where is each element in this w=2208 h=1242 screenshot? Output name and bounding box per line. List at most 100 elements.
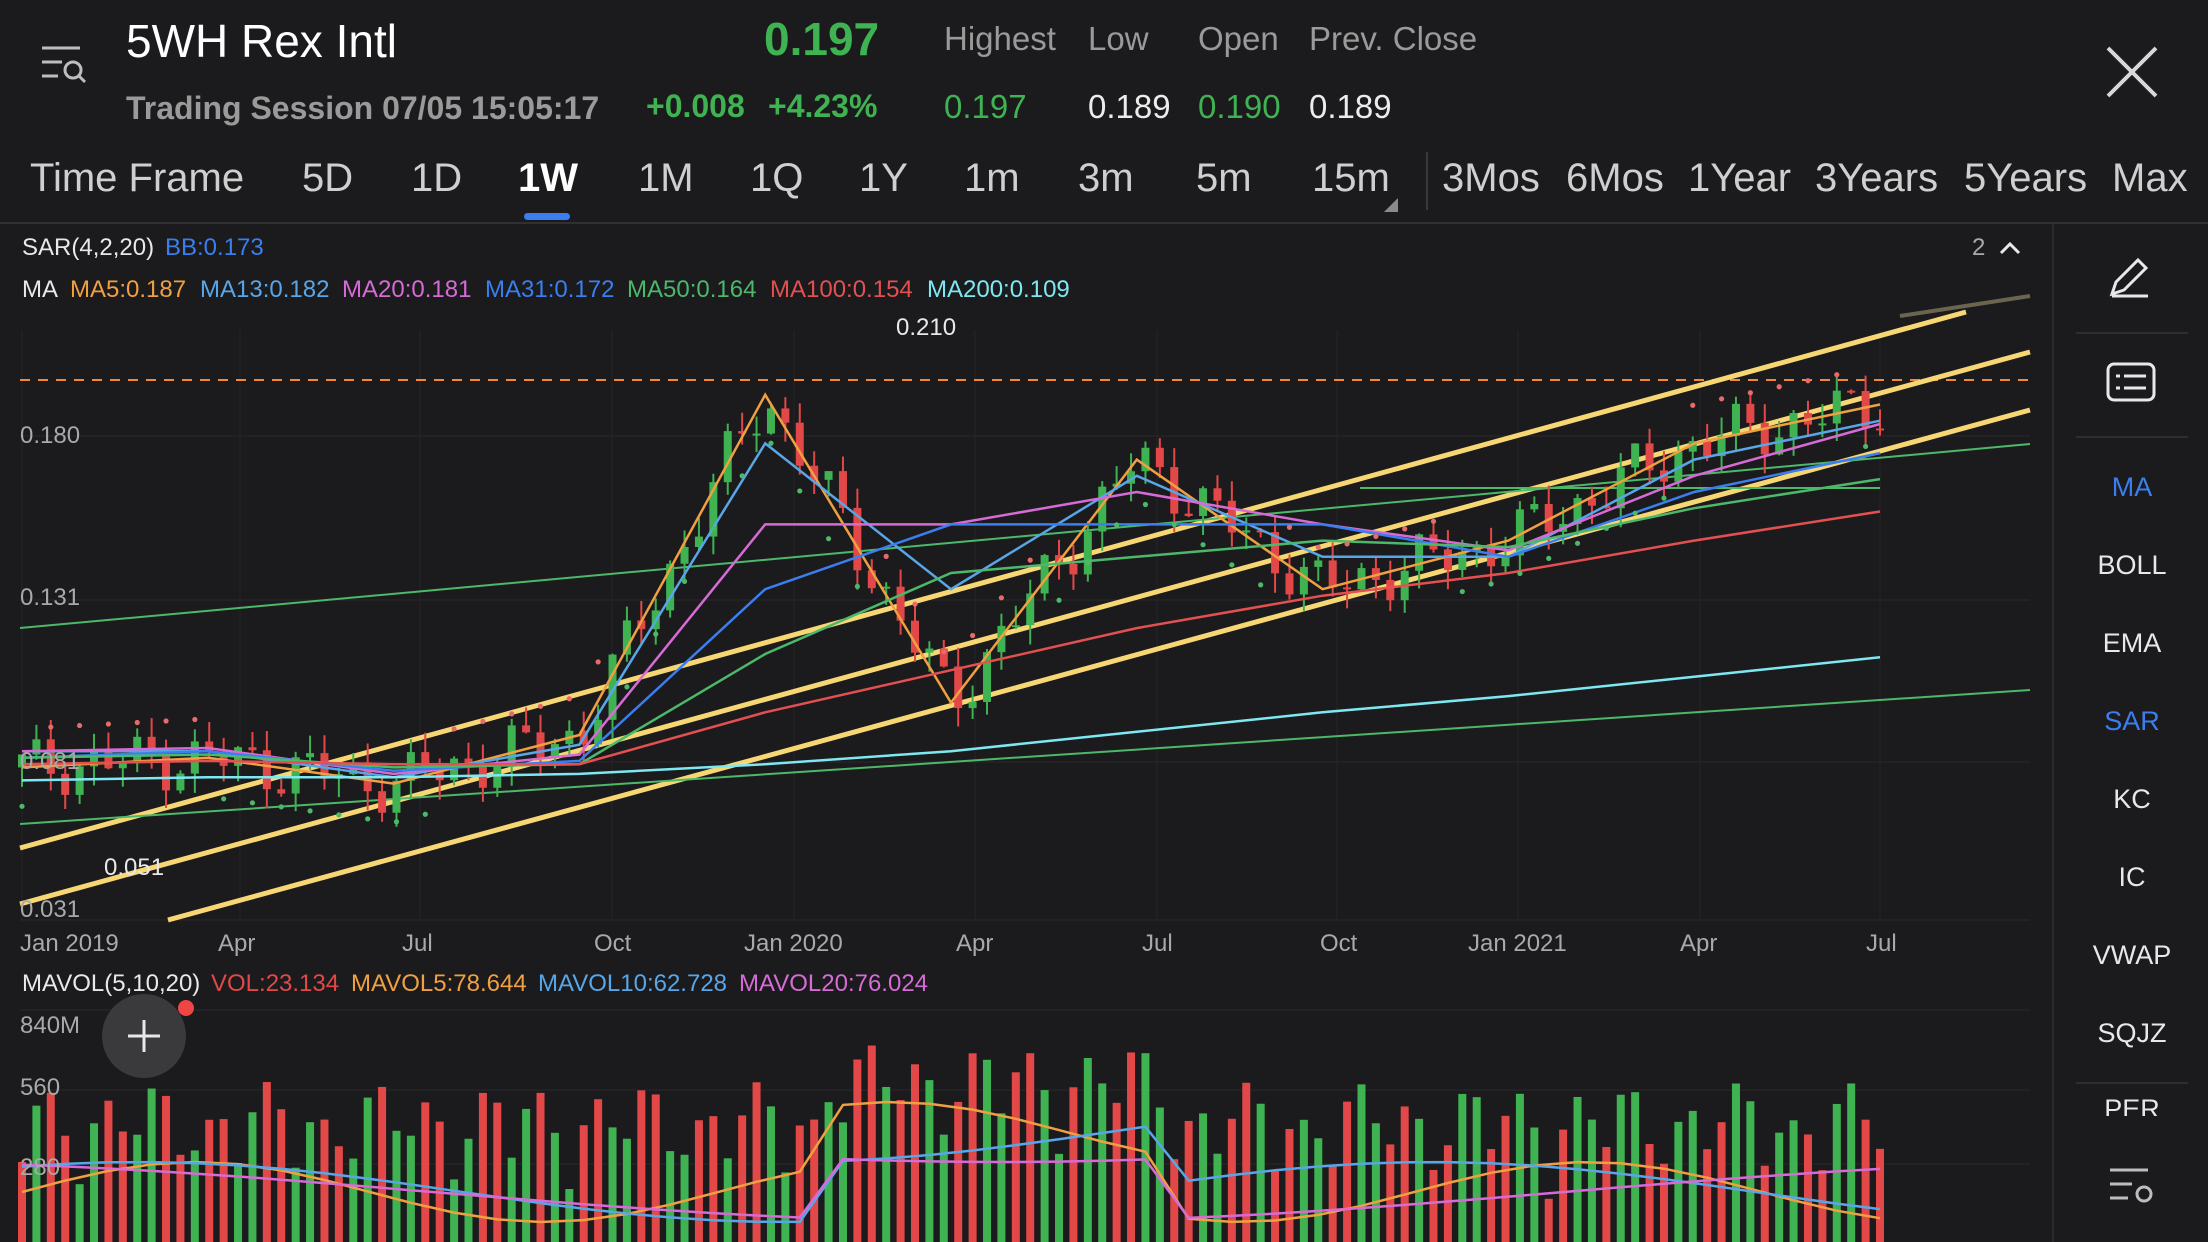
volume-bar <box>637 1090 646 1242</box>
sar-dot <box>797 488 803 494</box>
tab-6mos[interactable]: 6Mos <box>1566 156 1664 200</box>
volume-bar <box>1443 1145 1452 1242</box>
volume-bar <box>435 1121 444 1242</box>
candle-body <box>1587 498 1596 506</box>
volume-bar <box>1587 1119 1596 1242</box>
date-axis-tick: Oct <box>594 930 632 957</box>
volume-bar <box>1415 1118 1424 1242</box>
candle-body <box>824 471 833 480</box>
volume-bar <box>162 1095 171 1242</box>
timeframe-tabs: Time Frame 5D 1D 1W 1M 1Q 1Y 1m 3m 5m 15… <box>0 148 2208 224</box>
candle-body <box>320 753 329 779</box>
indicator-ma[interactable]: MA <box>2111 472 2153 502</box>
tab-1m[interactable]: 1M <box>638 156 694 200</box>
candle-body <box>781 408 790 423</box>
date-axis-tick: Apr <box>218 930 256 957</box>
tab-3min[interactable]: 3m <box>1078 156 1134 200</box>
volume-bar <box>1026 1053 1035 1242</box>
sar-dot <box>653 631 659 637</box>
sar-dot <box>970 632 976 639</box>
tab-3years[interactable]: 3Years <box>1815 156 1939 200</box>
sar-dot <box>1574 540 1581 546</box>
tab-1y[interactable]: 1Y <box>859 156 908 200</box>
price-chart[interactable] <box>0 224 2052 1242</box>
indicator-sar[interactable]: SAR <box>2104 706 2160 736</box>
candle-body <box>954 666 963 709</box>
indicator-boll[interactable]: BOLL <box>2097 550 2167 580</box>
volume-bar <box>1213 1153 1222 1242</box>
tab-3mos[interactable]: 3Mos <box>1442 156 1540 200</box>
candle-body <box>1083 531 1092 575</box>
volume-bar <box>1271 1169 1280 1242</box>
tab-1min[interactable]: 1m <box>964 156 1020 200</box>
indicator-panel: MA BOLL EMA SAR KC IC VWAP SQJZ PER <box>2052 224 2208 1242</box>
candle-body <box>1789 413 1798 438</box>
tab-max[interactable]: Max <box>2112 156 2188 200</box>
sar-dot <box>1632 510 1638 516</box>
panel-divider <box>2076 332 2188 334</box>
settings-list-icon[interactable] <box>2108 1164 2156 1213</box>
candle-body <box>1011 625 1020 628</box>
plus-icon <box>128 1020 160 1052</box>
volume-bar <box>1659 1163 1668 1242</box>
tab-5years[interactable]: 5Years <box>1964 156 2088 200</box>
volume-bar <box>536 1092 545 1242</box>
vol-legend: VOL:23.134 <box>211 970 340 997</box>
volume-bar <box>406 1135 415 1242</box>
indicator-ic[interactable]: IC <box>2118 862 2146 892</box>
indicator-sqjz[interactable]: SQJZ <box>2097 1018 2167 1048</box>
tab-5d[interactable]: 5D <box>302 156 354 200</box>
sar-dot <box>163 718 169 724</box>
volume-bar <box>1803 1134 1812 1242</box>
close-icon[interactable] <box>2104 44 2160 100</box>
tab-1w[interactable]: 1W <box>518 156 578 200</box>
candle-body <box>248 747 257 751</box>
list-icon[interactable] <box>2106 362 2156 407</box>
volume-bar <box>1242 1082 1251 1242</box>
indicator-per[interactable]: PER <box>2104 1094 2160 1116</box>
sar-dot <box>1805 378 1811 384</box>
volume-bar <box>550 1132 559 1242</box>
sar-dot <box>336 812 342 818</box>
support-line <box>19 689 2031 825</box>
sar-dot <box>768 440 774 446</box>
volume-bar <box>1069 1087 1078 1242</box>
volume-bar <box>1098 1083 1107 1242</box>
candle-body <box>1458 551 1467 570</box>
tab-15min[interactable]: 15m <box>1312 156 1390 200</box>
volume-bar <box>450 1179 459 1242</box>
volume-bar <box>234 1162 243 1242</box>
volume-bar <box>954 1101 963 1242</box>
menu-icon[interactable] <box>40 40 88 88</box>
date-axis-tick: Jan 2019 <box>20 930 119 957</box>
sar-dot <box>509 711 515 717</box>
candle-body <box>680 547 689 564</box>
tab-1year[interactable]: 1Year <box>1688 156 1792 200</box>
sar-dot <box>105 721 112 727</box>
volume-bar <box>983 1059 992 1242</box>
sar-dot <box>451 726 457 732</box>
indicator-vwap[interactable]: VWAP <box>2092 940 2172 970</box>
more-timeframes-icon[interactable] <box>1384 198 1398 212</box>
sar-dot <box>480 718 486 724</box>
indicator-kc[interactable]: KC <box>2113 784 2151 814</box>
tab-5min[interactable]: 5m <box>1196 156 1252 200</box>
tab-1q[interactable]: 1Q <box>750 156 804 200</box>
volume-bar <box>867 1045 876 1242</box>
add-indicator-button[interactable] <box>102 994 186 1078</box>
indicator-page-count[interactable]: 2 <box>1972 234 1986 261</box>
pencil-icon[interactable] <box>2104 252 2154 307</box>
candle-body <box>75 766 84 795</box>
candle-body <box>694 536 703 548</box>
tab-1d[interactable]: 1D <box>411 156 463 200</box>
candle-body <box>1271 532 1280 574</box>
candle-body <box>1127 471 1136 484</box>
sar-dot <box>825 536 832 542</box>
chevron-up-icon[interactable] <box>1998 238 2022 263</box>
sar-dot <box>883 553 889 559</box>
volume-axis-tick: 560 <box>20 1074 61 1101</box>
indicator-ema[interactable]: EMA <box>2102 628 2162 658</box>
sar-dot <box>1373 533 1379 539</box>
candle-body <box>378 791 387 813</box>
candle-body <box>507 725 516 767</box>
